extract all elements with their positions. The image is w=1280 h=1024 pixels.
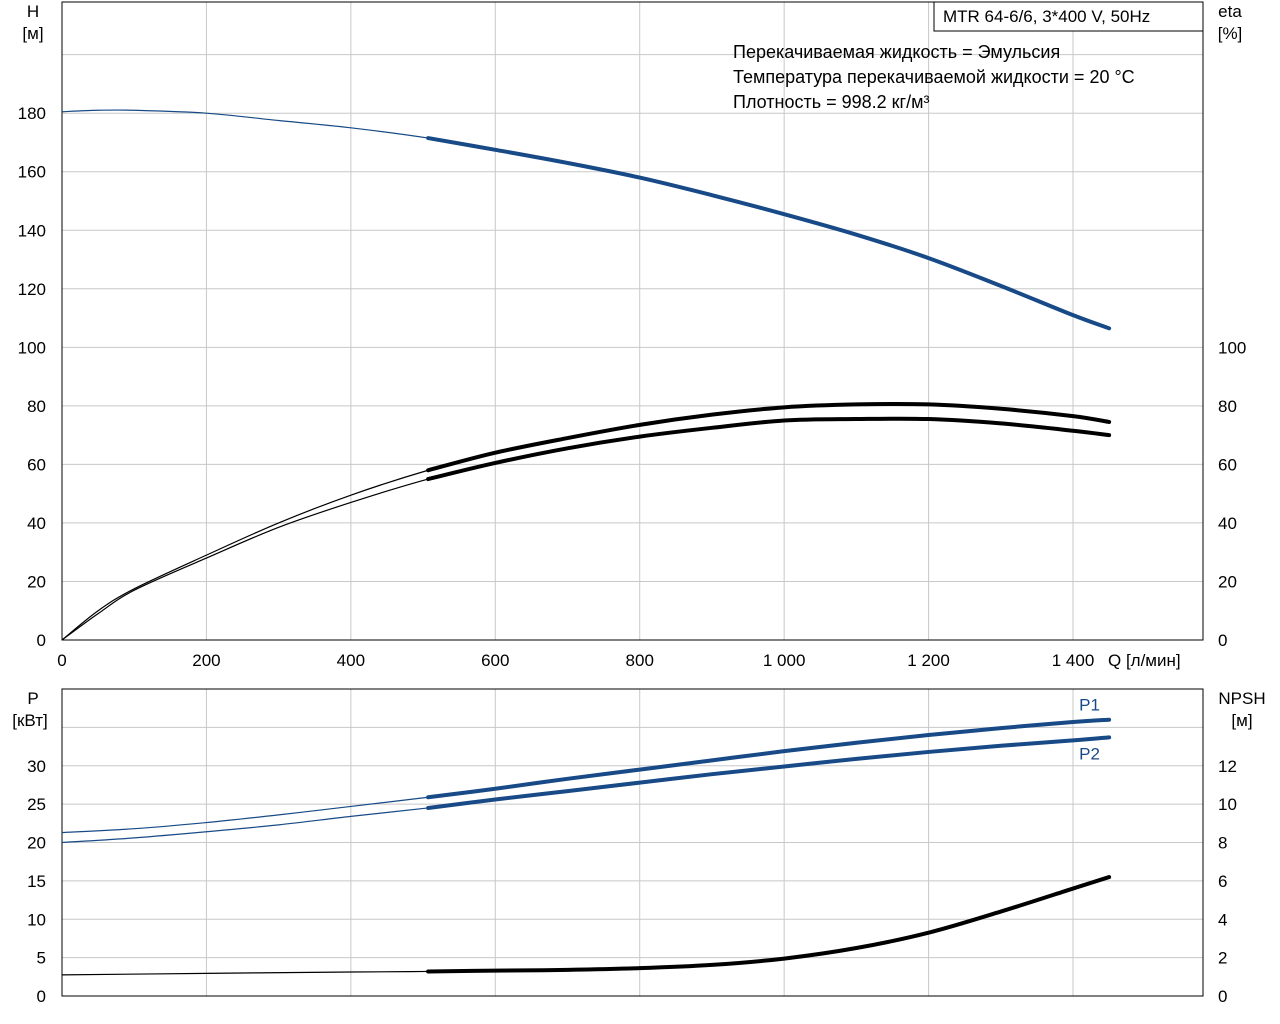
title-box bbox=[933, 1, 1204, 32]
y-tick-label-right: 40 bbox=[1218, 514, 1237, 533]
series-label: P1 bbox=[1079, 696, 1100, 715]
y-tick-label-left: 140 bbox=[18, 221, 46, 240]
series-line-operating bbox=[426, 875, 1112, 974]
y-axis-label-right: NPSH bbox=[1218, 689, 1265, 708]
fluid-note: Перекачиваемая жидкость = Эмульсия bbox=[733, 42, 1060, 62]
y-tick-label-left: 20 bbox=[27, 834, 46, 853]
y-tick-label-right: 12 bbox=[1218, 757, 1237, 776]
chart-title: MTR 64-6/6, 3*400 V, 50Hz bbox=[943, 7, 1150, 26]
y-axis-label-left: P bbox=[27, 689, 38, 708]
y-tick-label-left: 0 bbox=[37, 987, 46, 1006]
series-line-thin bbox=[61, 109, 1110, 329]
x-tick-label: 1 000 bbox=[763, 651, 806, 670]
x-tick-label: 600 bbox=[481, 651, 509, 670]
y-tick-label-left: 5 bbox=[37, 949, 46, 968]
y-tick-label-right: 60 bbox=[1218, 455, 1237, 474]
y-tick-label-left: 60 bbox=[27, 455, 46, 474]
y-axis-label-right-unit: [м] bbox=[1231, 711, 1252, 730]
x-tick-label: 400 bbox=[337, 651, 365, 670]
fluid-note: Температура перекачиваемой жидкости = 20… bbox=[733, 67, 1135, 87]
y-axis-label-left-unit: [кВт] bbox=[12, 711, 47, 730]
series-line-thin bbox=[61, 418, 1110, 641]
y-tick-label-left: 20 bbox=[27, 572, 46, 591]
y-tick-label-left: 40 bbox=[27, 514, 46, 533]
x-tick-label: 800 bbox=[626, 651, 654, 670]
y-tick-label-left: 25 bbox=[27, 795, 46, 814]
series-label: P2 bbox=[1079, 744, 1100, 763]
y-tick-label-left: 100 bbox=[18, 338, 46, 357]
x-axis-label: Q [л/мин] bbox=[1108, 651, 1181, 670]
series-line-operating bbox=[426, 717, 1112, 800]
plot-frame bbox=[61, 1, 1204, 641]
y-tick-label-right: 0 bbox=[1218, 987, 1227, 1006]
x-tick-label: 0 bbox=[57, 651, 66, 670]
series-line-operating bbox=[426, 136, 1112, 331]
y-axis-label-right-unit: [%] bbox=[1218, 24, 1243, 43]
x-tick-label: 200 bbox=[192, 651, 220, 670]
y-tick-label-right: 4 bbox=[1218, 910, 1227, 929]
series-line-operating bbox=[426, 416, 1112, 482]
x-tick-label: 1 200 bbox=[907, 651, 950, 670]
y-tick-label-right: 80 bbox=[1218, 397, 1237, 416]
y-tick-label-left: 15 bbox=[27, 872, 46, 891]
y-tick-label-right: 100 bbox=[1218, 338, 1246, 357]
y-tick-label-right: 8 bbox=[1218, 834, 1227, 853]
y-tick-label-left: 30 bbox=[27, 757, 46, 776]
series-line-thin bbox=[61, 403, 1110, 641]
y-tick-label-right: 0 bbox=[1218, 631, 1227, 650]
y-axis-label-right: eta bbox=[1218, 2, 1242, 21]
y-tick-label-right: 2 bbox=[1218, 949, 1227, 968]
series-line-operating bbox=[426, 401, 1112, 473]
y-tick-label-left: 10 bbox=[27, 910, 46, 929]
fluid-note: Плотность = 998.2 кг/м³ bbox=[733, 92, 929, 112]
y-axis-label-left: H bbox=[27, 2, 39, 21]
y-tick-label-left: 0 bbox=[37, 631, 46, 650]
y-tick-label-left: 160 bbox=[18, 163, 46, 182]
x-tick-label: 1 400 bbox=[1052, 651, 1095, 670]
y-tick-label-left: 120 bbox=[18, 280, 46, 299]
y-tick-label-left: 180 bbox=[18, 104, 46, 123]
y-tick-label-left: 80 bbox=[27, 397, 46, 416]
y-tick-label-right: 10 bbox=[1218, 795, 1237, 814]
y-tick-label-right: 6 bbox=[1218, 872, 1227, 891]
series-line-operating bbox=[426, 735, 1112, 810]
y-axis-label-left-unit: [м] bbox=[22, 24, 43, 43]
y-tick-label-right: 20 bbox=[1218, 572, 1237, 591]
